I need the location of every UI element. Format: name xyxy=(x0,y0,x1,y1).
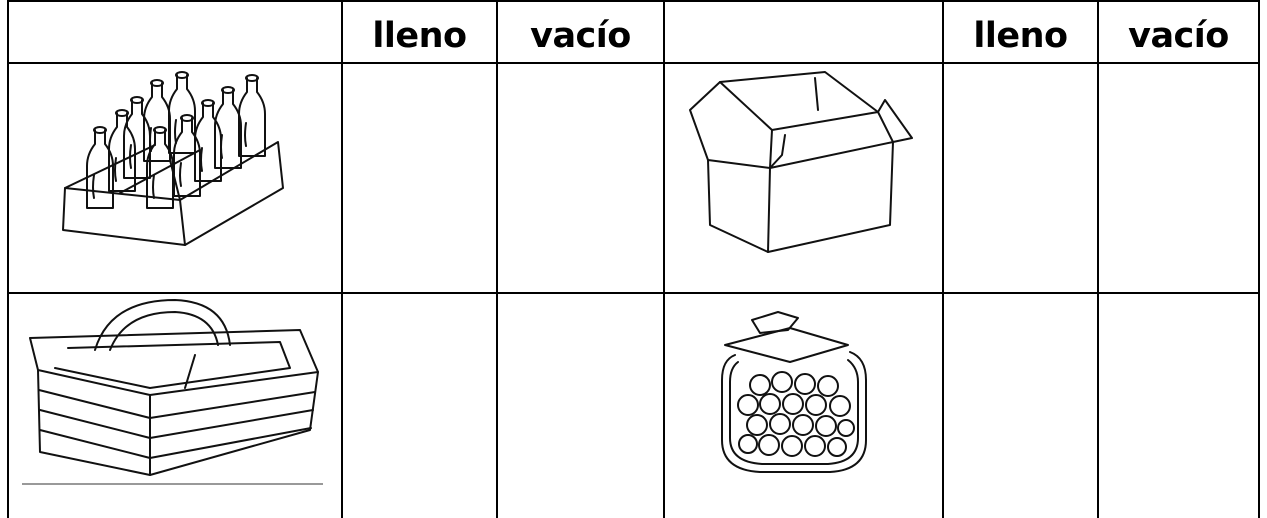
column-header: vacío xyxy=(1128,16,1229,56)
basket-illustration xyxy=(22,299,323,485)
bottle-crate-illustration xyxy=(62,71,284,246)
jar-illustration xyxy=(721,311,867,473)
column-header: lleno xyxy=(973,16,1068,56)
column-header: lleno xyxy=(372,16,467,56)
open-box-illustration xyxy=(689,71,913,253)
table-grid xyxy=(7,0,1260,518)
column-header: vacío xyxy=(530,16,631,56)
